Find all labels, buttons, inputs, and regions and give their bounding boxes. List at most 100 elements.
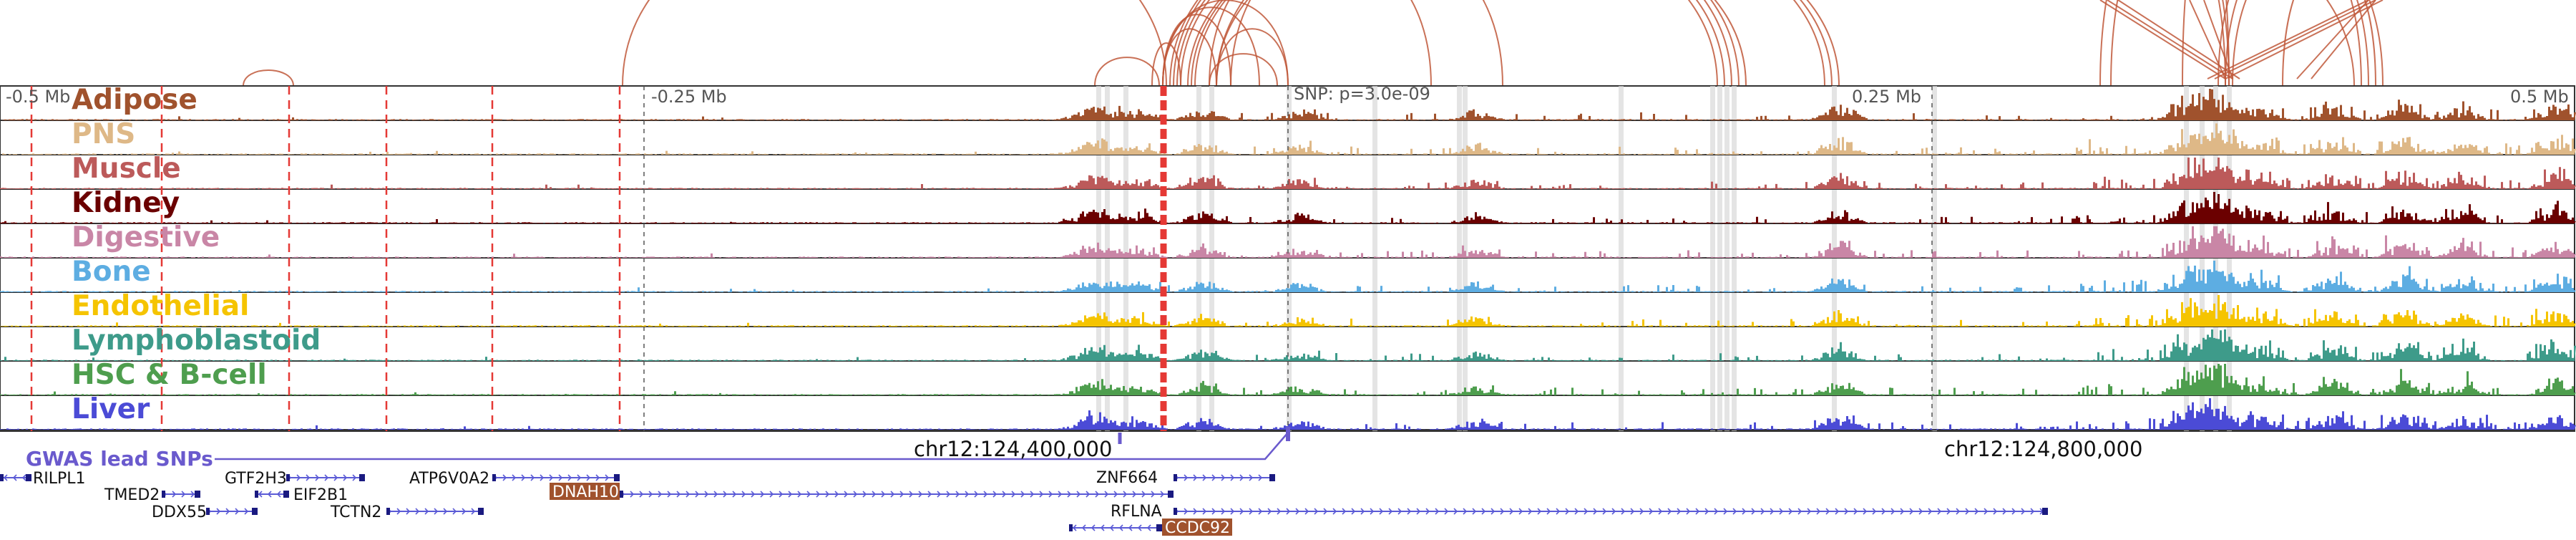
gene-direction-arrow (630, 491, 635, 498)
gene-exon (206, 508, 210, 515)
gene-direction-arrow (1370, 508, 1375, 515)
gene-direction-arrow (1095, 491, 1100, 498)
gene-direction-arrow (1146, 524, 1151, 531)
gene-direction-arrow (639, 491, 644, 498)
gene-direction-arrow (530, 474, 535, 481)
gene-direction-arrow (927, 491, 932, 498)
gene-direction-arrow (1500, 508, 1505, 515)
coordinate-label-right: chr12:124,800,000 (1944, 437, 2142, 461)
gene-direction-arrow (1132, 491, 1137, 498)
gene-direction-arrow (1249, 474, 1254, 481)
gene-direction-arrow (276, 491, 281, 498)
scale-right-label: 0.5 Mb (2510, 87, 2569, 107)
gene-direction-arrow (1184, 474, 1189, 481)
scale-labels: -0.5 Mb -0.25 Mb SNP: p=3.0e-09 0.25 Mb … (6, 84, 2569, 107)
gene-direction-arrow (225, 508, 230, 515)
gene-exon (2042, 508, 2048, 515)
gene-direction-arrow (1853, 508, 1858, 515)
interaction-arc (1209, 0, 1432, 87)
gene-direction-arrow (586, 474, 591, 481)
gene-label-eif2b1[interactable]: EIF2B1 (293, 486, 348, 504)
gene-direction-arrow (324, 474, 329, 481)
gene-direction-arrow (1714, 508, 1719, 515)
gene-direction-arrow (1239, 474, 1244, 481)
gene-direction-arrow (1816, 508, 1821, 515)
gene-direction-arrow (1863, 508, 1868, 515)
gene-direction-arrow (1039, 491, 1044, 498)
gene-direction-arrow (1677, 508, 1682, 515)
track-label-endothelial: Endothelial (72, 290, 249, 322)
gene-label-dnah10[interactable]: DNAH10 (552, 483, 619, 501)
gene-direction-arrow (713, 491, 718, 498)
gene-direction-arrow (1732, 508, 1737, 515)
gene-direction-arrow (825, 491, 830, 498)
gene-direction-arrow (1123, 491, 1128, 498)
gene-direction-arrow (1030, 491, 1035, 498)
gene-direction-arrow (1342, 508, 1347, 515)
gene-label-ccdc92[interactable]: CCDC92 (1165, 519, 1230, 537)
gene-label-rflna[interactable]: RFLNA (1111, 503, 1162, 521)
gene-direction-arrow (396, 508, 401, 515)
gene-direction-arrow (1574, 508, 1579, 515)
gwas-snp-marker[interactable] (1286, 427, 1290, 441)
gene-direction-arrow (695, 491, 700, 498)
gene-direction-arrow (577, 474, 582, 481)
gene-direction-arrow (567, 474, 572, 481)
gene-label-tctn2[interactable]: TCTN2 (330, 503, 381, 521)
gene-direction-arrow (512, 474, 517, 481)
gene-exon (252, 508, 258, 515)
gene-direction-arrow (1193, 474, 1198, 481)
gene-exon (162, 491, 165, 498)
gwas-snp-connector (215, 432, 1289, 461)
signal-track (0, 261, 2576, 292)
gene-direction-arrow (658, 491, 663, 498)
gene-direction-arrow (1667, 508, 1672, 515)
gene-direction-arrow (1742, 508, 1747, 515)
interaction-arc (2099, 0, 2226, 79)
signal-track (0, 226, 2576, 258)
gene-direction-arrow (1909, 508, 1914, 515)
gene-direction-arrow (1113, 491, 1118, 498)
gwas-lead-snps: GWAS lead SNPs (26, 427, 1290, 471)
gene-label-znf664[interactable]: ZNF664 (1096, 469, 1158, 487)
gene-direction-arrow (1472, 508, 1477, 515)
gene-direction-arrow (1965, 508, 1970, 515)
gene-label-gtf2h3[interactable]: GTF2H3 (225, 470, 287, 488)
gene-direction-arrow (462, 508, 467, 515)
track-label-hsc-b-cell: HSC & B-cell (72, 359, 267, 391)
gene-direction-arrow (686, 491, 691, 498)
gene-direction-arrow (974, 491, 979, 498)
track-label-pns: PNS (72, 118, 135, 150)
gene-direction-arrow (12, 474, 17, 481)
gene-direction-arrow (862, 491, 867, 498)
gene-label-rilpl1[interactable]: RILPL1 (33, 470, 86, 488)
gene-direction-arrow (235, 508, 240, 515)
gene-direction-arrow (741, 491, 746, 498)
gene-direction-arrow (2011, 508, 2016, 515)
gene-direction-arrow (1118, 524, 1123, 531)
gene-direction-arrow (1602, 508, 1607, 515)
gene-direction-arrow (1416, 508, 1421, 515)
gene-direction-arrow (1202, 508, 1207, 515)
gene-direction-arrow (1230, 474, 1235, 481)
gene-label-ddx55[interactable]: DDX55 (152, 503, 207, 521)
gene-direction-arrow (3, 474, 8, 481)
gene-label-atp6v0a2[interactable]: ATP6V0A2 (409, 470, 489, 488)
gene-direction-arrow (1109, 524, 1114, 531)
gene-direction-arrow (1141, 491, 1146, 498)
gene-direction-arrow (434, 508, 439, 515)
gene-label-tmed2[interactable]: TMED2 (104, 486, 160, 504)
gene-direction-arrow (1332, 508, 1337, 515)
gene-direction-arrow (1020, 491, 1025, 498)
gene-direction-arrow (899, 491, 904, 498)
gene-direction-arrow (918, 491, 923, 498)
gene-exon (386, 508, 390, 515)
gene-direction-arrow (521, 474, 526, 481)
gene-direction-arrow (2002, 508, 2007, 515)
interaction-arc (243, 69, 294, 87)
gene-direction-arrow (992, 491, 997, 498)
gene-direction-arrow (1695, 508, 1700, 515)
gene-direction-arrow (1072, 524, 1077, 531)
gene-direction-arrow (2021, 508, 2026, 515)
